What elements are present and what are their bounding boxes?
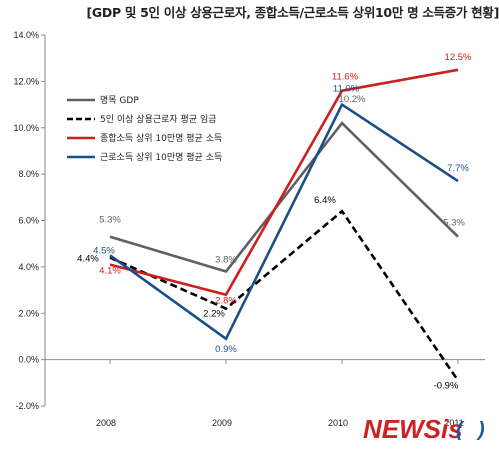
data-labels: 5.3% 3.8% 10.2% 5.3% 4.4% 2.2% 6.4% -0.9% 4.1% 2.… — [77, 52, 472, 392]
x-tick-label: 2010 — [328, 418, 348, 428]
data-label: 4.5% — [93, 245, 115, 256]
data-label: 11.0% — [333, 84, 360, 95]
y-tick-label: 6.0% — [18, 216, 39, 226]
data-label: 11.6% — [332, 72, 359, 83]
y-tick-label: 12.0% — [13, 76, 39, 86]
data-label: -0.9% — [434, 380, 459, 391]
y-tick-label: 14.0% — [13, 30, 39, 40]
legend-label-3: 근로소득 상위 10만명 평균 소득 — [100, 152, 222, 163]
watermark-brand: NEWSis — [363, 414, 463, 444]
series-line-1 — [109, 209, 460, 382]
x-tick-label: 2008 — [96, 418, 116, 428]
data-label: 10.2% — [339, 94, 366, 105]
data-label: 4.1% — [99, 266, 121, 277]
series-line-0 — [109, 121, 459, 274]
data-label: 0.9% — [215, 344, 237, 355]
data-label: 5.3% — [99, 215, 121, 226]
y-tick-label: 10.0% — [13, 123, 39, 133]
y-tick-label: 8.0% — [18, 169, 39, 179]
legend-label-2: 종합소득 상위 10만명 평균 소득 — [100, 133, 222, 144]
axes: -2.0% 0.0% 2.0% 4.0% 6.0% 8.0% 10.0% 12.0% 14.0%… — [13, 30, 485, 428]
data-label: 4.4% — [77, 254, 99, 265]
series-line-3 — [109, 102, 459, 341]
data-label: 7.7% — [447, 163, 469, 174]
series-lines — [109, 68, 460, 382]
y-tick-label: 4.0% — [18, 262, 39, 272]
newsis-watermark: NEWSis ( ) — [363, 414, 485, 444]
y-tick-label: 0.0% — [18, 355, 39, 365]
y-tick-label: -2.0% — [15, 401, 39, 411]
y-tick-label: 2.0% — [18, 308, 39, 318]
data-label: 3.8% — [215, 255, 237, 266]
data-label: 6.4% — [314, 195, 336, 206]
data-label: 2.8% — [215, 296, 237, 307]
data-label: 2.2% — [203, 309, 225, 320]
legend-label-1: 5인 이상 상용근로자 평균 임금 — [100, 113, 217, 125]
watermark-paren-close: ) — [476, 419, 485, 441]
data-label: 5.3% — [443, 218, 465, 229]
x-tick-label: 2009 — [212, 418, 232, 428]
legend-label-0: 명목 GDP — [100, 95, 139, 106]
chart-title: [GDP 및 5인 이상 상용근로자, 종합소득/근로소득 상위10만 명 소득… — [86, 5, 499, 20]
data-label: 12.5% — [445, 52, 472, 63]
watermark-paren-open: ( — [456, 419, 465, 441]
x-tick-label: 2011 — [444, 418, 463, 428]
series-line-2 — [109, 68, 459, 297]
